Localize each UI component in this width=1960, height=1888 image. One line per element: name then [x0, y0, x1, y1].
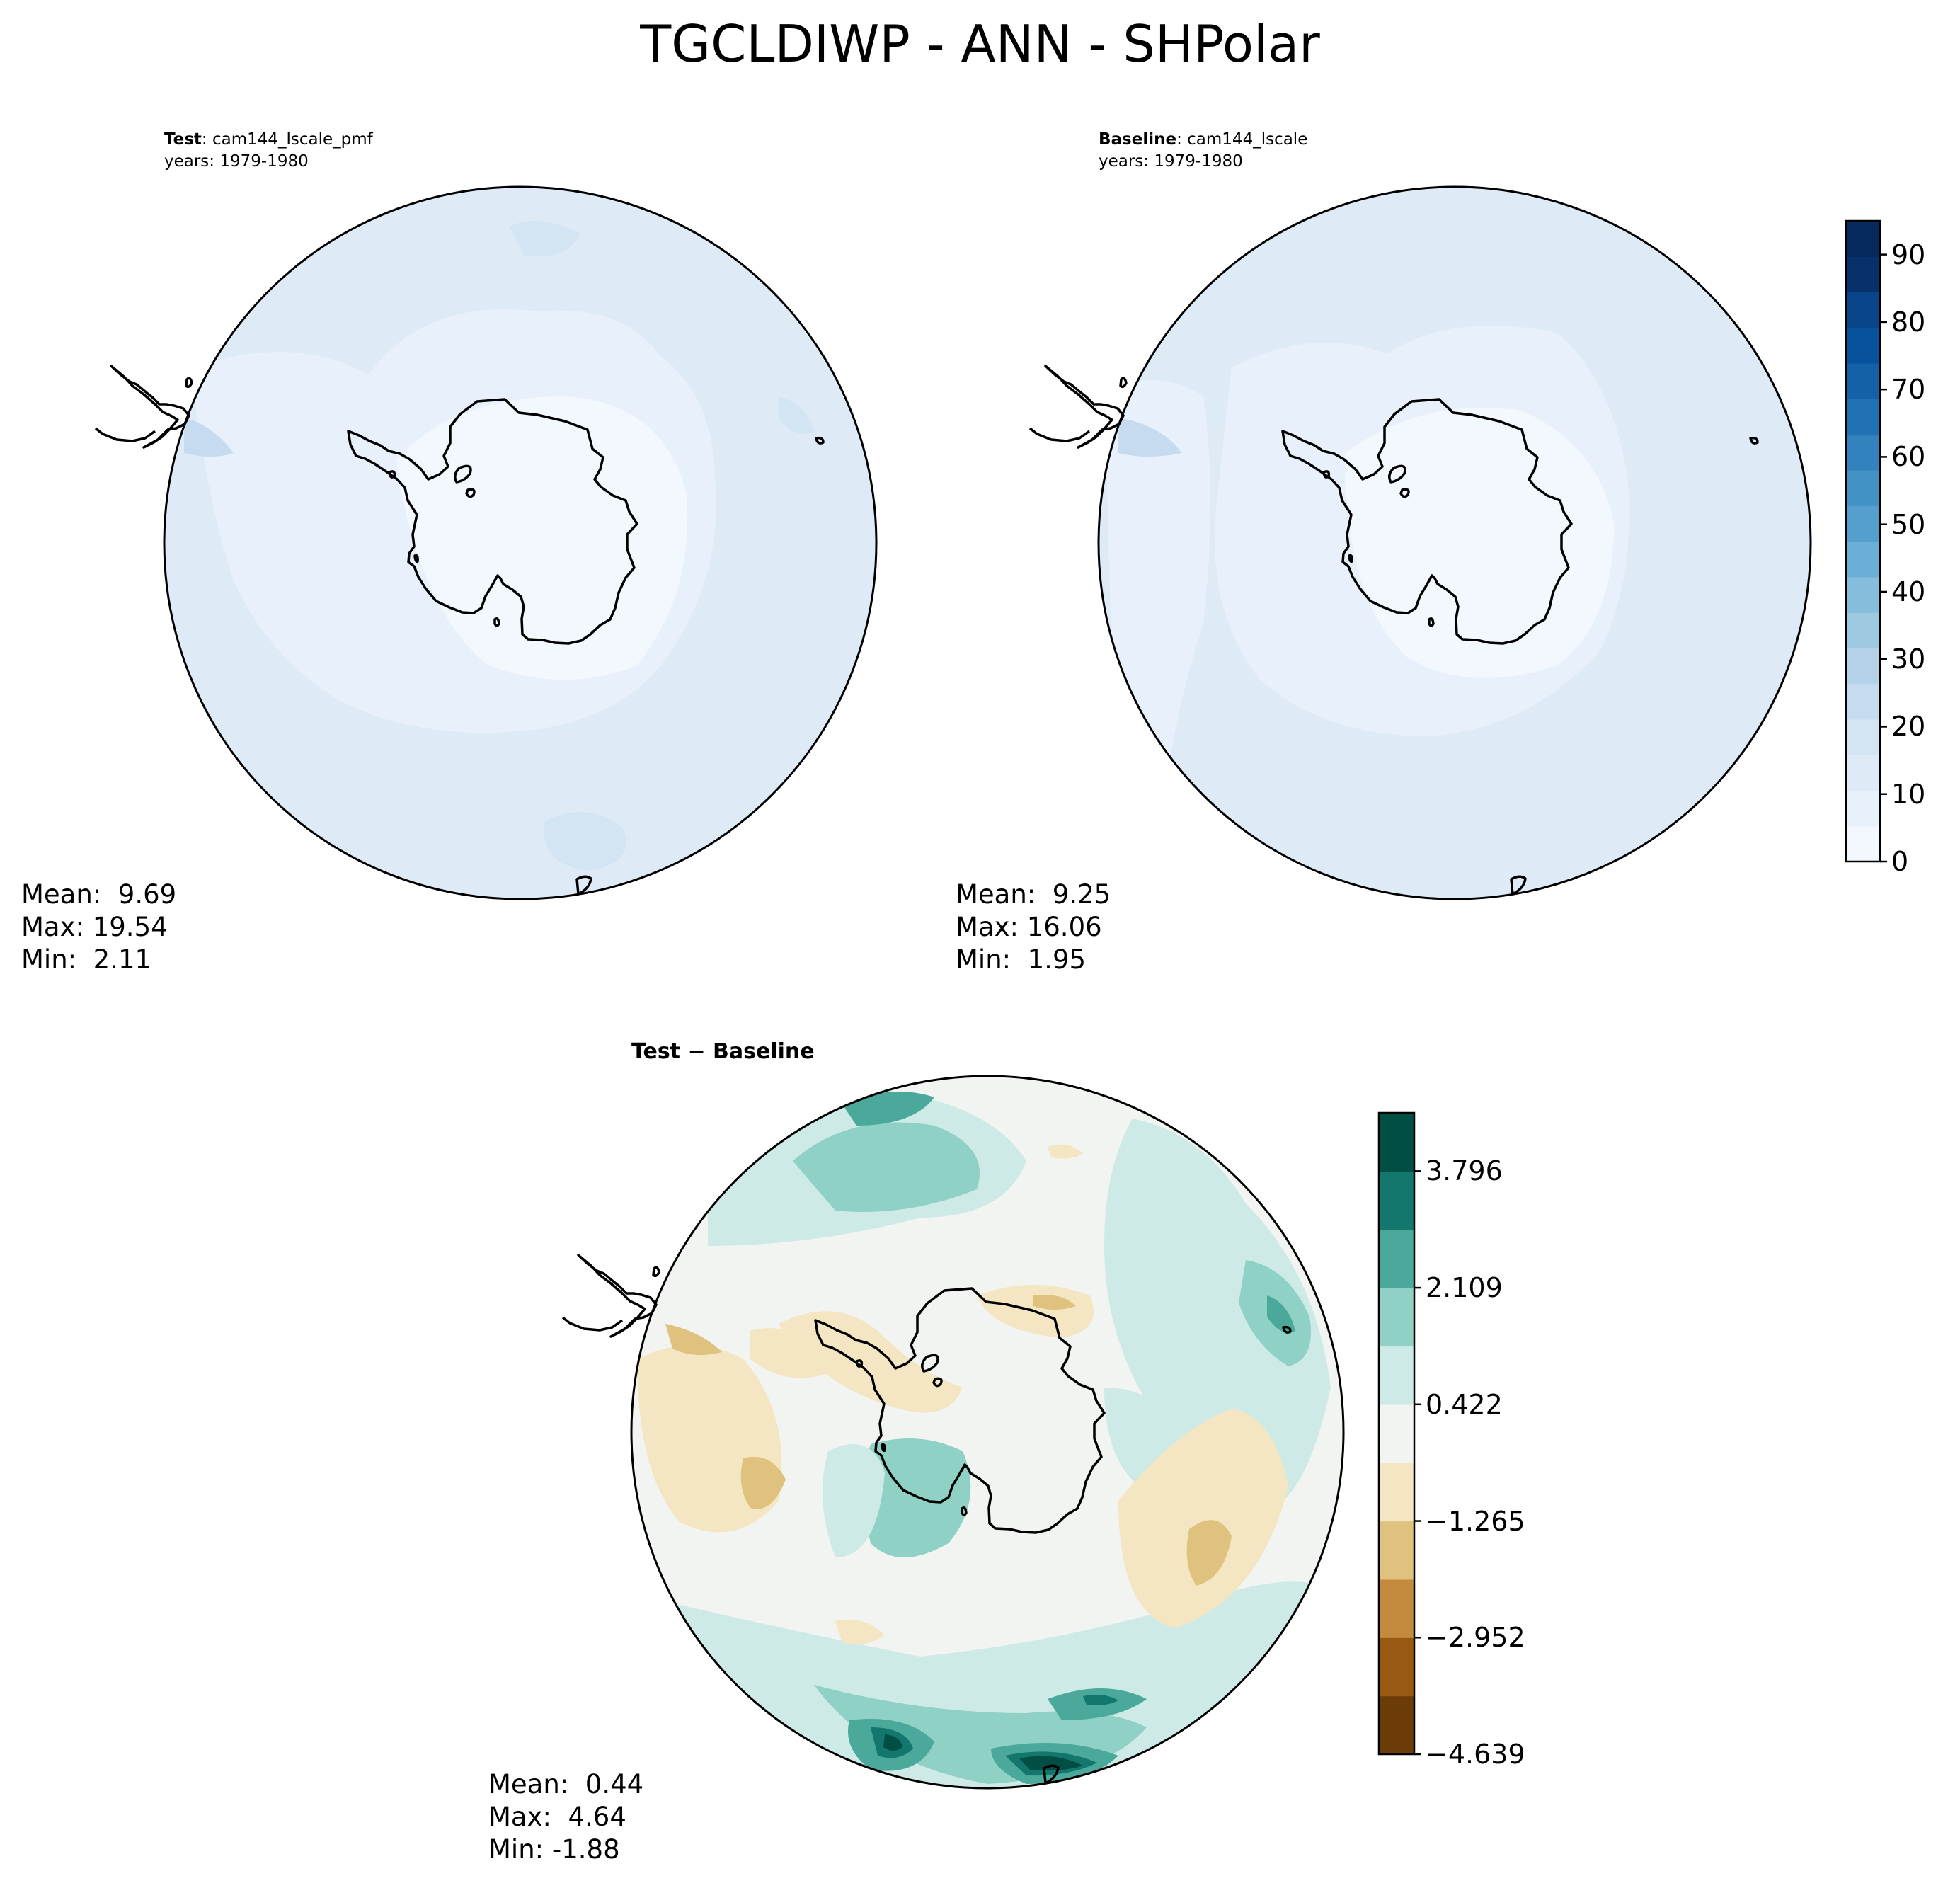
baseline-label-bold: Baseline: [1099, 130, 1177, 149]
colorbar-tick-label: 30: [1891, 643, 1926, 675]
colorbar-segment: [1846, 683, 1880, 720]
colorbar-segment: [1846, 576, 1880, 613]
colorbar-tick-label: 70: [1891, 374, 1926, 406]
diff-min: Min: -1.88: [488, 1834, 620, 1865]
colorbar-segment: [1846, 292, 1880, 328]
diff-map: [561, 1075, 1345, 1790]
colorbar-segment: [1379, 1113, 1414, 1172]
colorbar-segment: [1379, 1521, 1414, 1580]
colorbar-tick-label: 10: [1891, 778, 1926, 810]
test-years: years: 1979-1980: [164, 152, 309, 171]
colorbar-segment: [1379, 1637, 1414, 1697]
colorbar-tick-label: −2.952: [1426, 1622, 1525, 1654]
colorbar-segment: [1379, 1463, 1414, 1522]
colorbar-segment: [1846, 755, 1880, 791]
test-min: Min: 2.11: [21, 944, 152, 975]
test-mean: Mean: 9.69: [21, 879, 177, 910]
test-label-bold: Test: [164, 130, 202, 149]
colorbar-segment: [1379, 1695, 1414, 1755]
colorbar-tick-label: 60: [1891, 441, 1926, 473]
colorbar-segment: [1846, 434, 1880, 471]
diff-title: Test − Baseline: [631, 1039, 815, 1064]
colorbar-tick-label: 0: [1891, 846, 1909, 877]
test-max: Max: 19.54: [21, 912, 168, 942]
colorbar-tick-label: 3.796: [1426, 1155, 1503, 1187]
diff-colorbar: [1377, 1111, 1421, 1756]
figure-title: TGCLDIWP - ANN - SHPolar: [640, 14, 1320, 74]
colorbar-segment: [1846, 541, 1880, 578]
main-colorbar: [1845, 219, 1887, 863]
colorbar-segment: [1846, 648, 1880, 685]
colorbar-tick-label: −1.265: [1426, 1505, 1525, 1537]
colorbar-frame: [1845, 219, 1881, 863]
colorbar-tick-label: 0.422: [1426, 1388, 1503, 1420]
baseline-label: Baseline: cam144_lscale: [1099, 129, 1307, 150]
colorbar-segment: [1379, 1404, 1414, 1463]
diff-max: Max: 4.64: [488, 1802, 626, 1832]
baseline-mean: Mean: 9.25: [956, 879, 1111, 910]
colorbar-frame: [1377, 1111, 1416, 1756]
test-label-case: : cam144_lscale_pmf: [201, 130, 373, 149]
colorbar-tick-label: 80: [1891, 306, 1926, 338]
colorbar-segment: [1379, 1579, 1414, 1638]
colorbar-segment: [1846, 612, 1880, 648]
baseline-map: [1028, 185, 1812, 900]
colorbar-segment: [1846, 505, 1880, 542]
test-map: [94, 185, 878, 900]
colorbar-segment: [1846, 399, 1880, 435]
colorbar-segment: [1846, 719, 1880, 755]
colorbar-segment: [1846, 363, 1880, 399]
baseline-min: Min: 1.95: [956, 944, 1087, 975]
colorbar-tick-label: 40: [1891, 576, 1926, 607]
baseline-years: years: 1979-1980: [1099, 152, 1243, 171]
colorbar-tick-label: 50: [1891, 508, 1926, 540]
baseline-max: Max: 16.06: [956, 912, 1102, 942]
colorbar-tick-label: 90: [1891, 239, 1926, 270]
colorbar-segment: [1379, 1288, 1414, 1347]
baseline-label-case: : cam144_lscale: [1176, 130, 1308, 149]
colorbar-segment: [1846, 790, 1880, 827]
colorbar-segment: [1379, 1171, 1414, 1230]
colorbar-segment: [1846, 327, 1880, 364]
colorbar-tick-label: 20: [1891, 711, 1926, 743]
colorbar-segment: [1846, 221, 1880, 257]
colorbar-segment: [1846, 256, 1880, 293]
colorbar-segment: [1379, 1346, 1414, 1405]
colorbar-segment: [1379, 1229, 1414, 1288]
test-label: Test: cam144_lscale_pmf: [164, 129, 373, 150]
colorbar-tick-label: −4.639: [1426, 1739, 1525, 1770]
colorbar-segment: [1846, 825, 1880, 862]
colorbar-segment: [1846, 469, 1880, 506]
diff-mean: Mean: 0.44: [488, 1769, 644, 1800]
colorbar-tick-label: 2.109: [1426, 1272, 1503, 1304]
